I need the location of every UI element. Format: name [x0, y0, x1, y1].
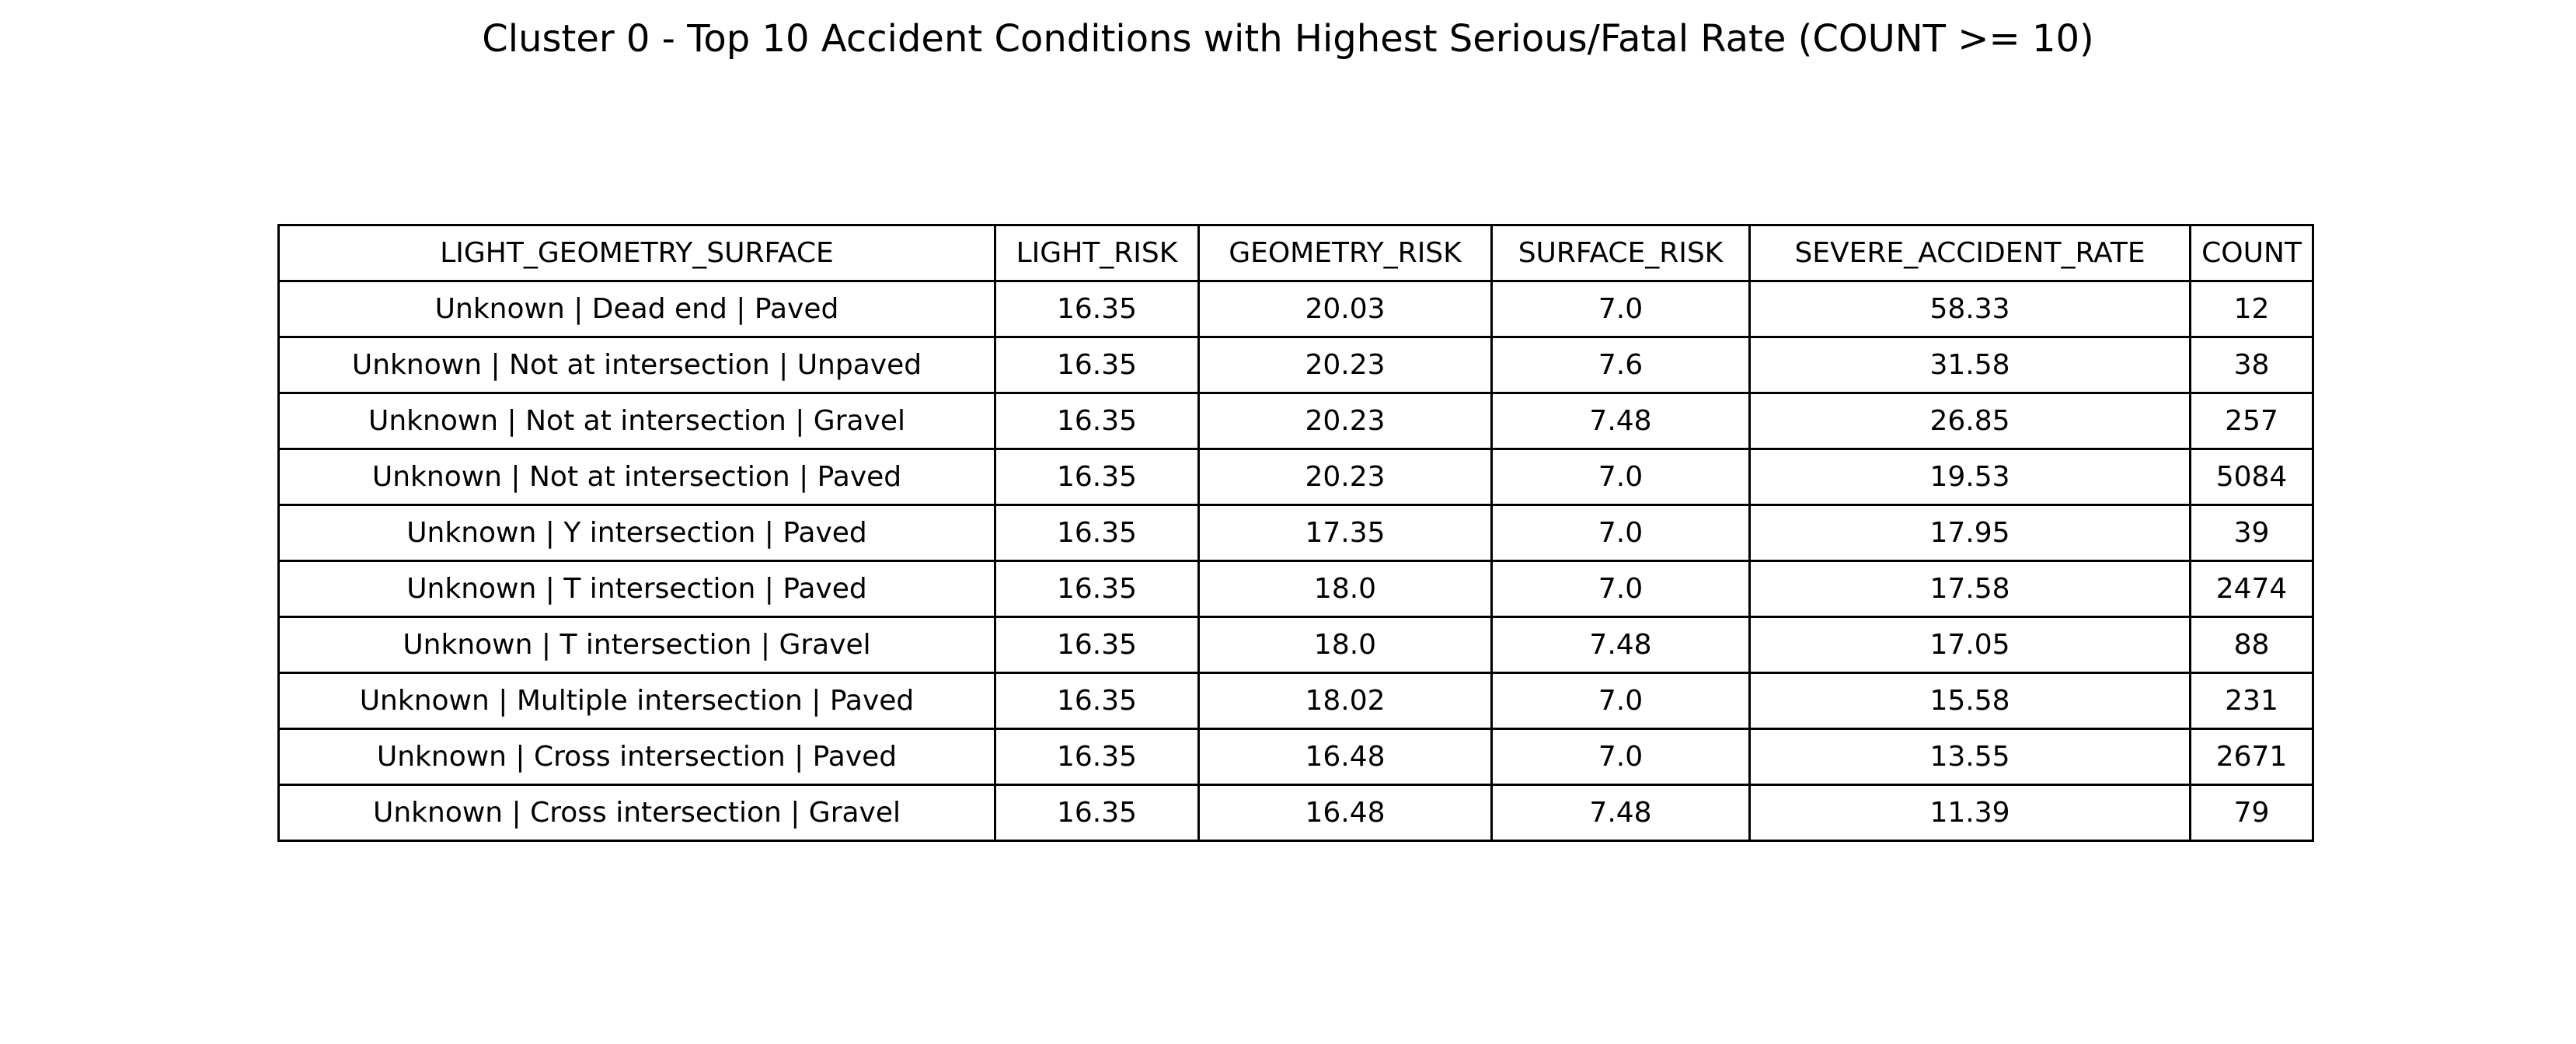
cell-light-risk: 16.35: [994, 616, 1200, 674]
cell-severe-accident-rate: 58.33: [1748, 280, 2191, 338]
table-row: Unknown | Cross intersection | Gravel 16.…: [277, 784, 2314, 842]
table-row: Unknown | Not at intersection | Paved 16.…: [277, 448, 2314, 506]
cell-count: 39: [2189, 504, 2314, 562]
cell-geometry-risk: 16.48: [1197, 784, 1493, 842]
cell-surface-risk: 7.48: [1490, 392, 1751, 450]
cell-count: 38: [2189, 336, 2314, 394]
cell-geometry-risk: 20.23: [1197, 336, 1493, 394]
cell-surface-risk: 7.48: [1490, 616, 1751, 674]
cell-condition: Unknown | Not at intersection | Gravel: [277, 392, 996, 450]
cell-condition: Unknown | Multiple intersection | Paved: [277, 672, 996, 730]
cell-count: 5084: [2189, 448, 2314, 506]
cell-condition: Unknown | T intersection | Gravel: [277, 616, 996, 674]
cell-light-risk: 16.35: [994, 784, 1200, 842]
cell-severe-accident-rate: 26.85: [1748, 392, 2191, 450]
cell-surface-risk: 7.0: [1490, 728, 1751, 786]
cell-geometry-risk: 16.48: [1197, 728, 1493, 786]
cell-light-risk: 16.35: [994, 672, 1200, 730]
column-header-light-risk: LIGHT_RISK: [994, 224, 1200, 282]
cell-condition: Unknown | Cross intersection | Paved: [277, 728, 996, 786]
cell-surface-risk: 7.0: [1490, 560, 1751, 618]
cell-geometry-risk: 20.23: [1197, 448, 1493, 506]
cell-surface-risk: 7.0: [1490, 448, 1751, 506]
cell-severe-accident-rate: 17.58: [1748, 560, 2191, 618]
cell-count: 88: [2189, 616, 2314, 674]
table-body: Unknown | Dead end | Paved 16.35 20.03 7.0 5…: [277, 280, 2314, 842]
cell-light-risk: 16.35: [994, 280, 1200, 338]
cell-severe-accident-rate: 17.95: [1748, 504, 2191, 562]
cell-condition: Unknown | Y intersection | Paved: [277, 504, 996, 562]
cell-count: 2671: [2189, 728, 2314, 786]
table-row: Unknown | T intersection | Gravel 16.35 18…: [277, 616, 2314, 674]
column-header-severe-accident-rate: SEVERE_ACCIDENT_RATE: [1748, 224, 2191, 282]
cell-count: 2474: [2189, 560, 2314, 618]
cell-severe-accident-rate: 11.39: [1748, 784, 2191, 842]
cell-geometry-risk: 20.23: [1197, 392, 1493, 450]
chart-title: Cluster 0 - Top 10 Accident Conditions w…: [482, 17, 2094, 61]
cell-surface-risk: 7.0: [1490, 504, 1751, 562]
column-header-geometry-risk: GEOMETRY_RISK: [1197, 224, 1493, 282]
cell-condition: Unknown | Dead end | Paved: [277, 280, 996, 338]
cell-condition: Unknown | Not at intersection | Paved: [277, 448, 996, 506]
cell-geometry-risk: 20.03: [1197, 280, 1493, 338]
table-row: Unknown | Multiple intersection | Paved 1…: [277, 672, 2314, 730]
cell-light-risk: 16.35: [994, 392, 1200, 450]
cell-condition: Unknown | Not at intersection | Unpaved: [277, 336, 996, 394]
table-row: Unknown | Cross intersection | Paved 16.3…: [277, 728, 2314, 786]
cell-light-risk: 16.35: [994, 448, 1200, 506]
cell-severe-accident-rate: 15.58: [1748, 672, 2191, 730]
cell-severe-accident-rate: 19.53: [1748, 448, 2191, 506]
column-header-surface-risk: SURFACE_RISK: [1490, 224, 1751, 282]
table-row: Unknown | Dead end | Paved 16.35 20.03 7.0 5…: [277, 280, 2314, 338]
cell-surface-risk: 7.0: [1490, 672, 1751, 730]
cell-count: 12: [2189, 280, 2314, 338]
cell-surface-risk: 7.6: [1490, 336, 1751, 394]
cell-surface-risk: 7.48: [1490, 784, 1751, 842]
column-header-light-geometry-surface: LIGHT_GEOMETRY_SURFACE: [277, 224, 996, 282]
cell-severe-accident-rate: 13.55: [1748, 728, 2191, 786]
cell-light-risk: 16.35: [994, 336, 1200, 394]
cell-surface-risk: 7.0: [1490, 280, 1751, 338]
cell-condition: Unknown | T intersection | Paved: [277, 560, 996, 618]
table-row: Unknown | Y intersection | Paved 16.35 17.…: [277, 504, 2314, 562]
table-header-row: LIGHT_GEOMETRY_SURFACE LIGHT_RISK GEOMET…: [277, 224, 2314, 282]
cell-severe-accident-rate: 17.05: [1748, 616, 2191, 674]
cell-light-risk: 16.35: [994, 728, 1200, 786]
cell-count: 231: [2189, 672, 2314, 730]
cell-count: 79: [2189, 784, 2314, 842]
cell-geometry-risk: 18.02: [1197, 672, 1493, 730]
table-row: Unknown | Not at intersection | Gravel 16…: [277, 392, 2314, 450]
cell-light-risk: 16.35: [994, 504, 1200, 562]
column-header-count: COUNT: [2189, 224, 2314, 282]
cell-geometry-risk: 18.0: [1197, 616, 1493, 674]
cell-severe-accident-rate: 31.58: [1748, 336, 2191, 394]
cell-count: 257: [2189, 392, 2314, 450]
cell-geometry-risk: 18.0: [1197, 560, 1493, 618]
cell-condition: Unknown | Cross intersection | Gravel: [277, 784, 996, 842]
table-row: Unknown | Not at intersection | Unpaved 1…: [277, 336, 2314, 394]
data-table: LIGHT_GEOMETRY_SURFACE LIGHT_RISK GEOMET…: [277, 224, 2314, 842]
cell-geometry-risk: 17.35: [1197, 504, 1493, 562]
table-row: Unknown | T intersection | Paved 16.35 18.…: [277, 560, 2314, 618]
cell-light-risk: 16.35: [994, 560, 1200, 618]
